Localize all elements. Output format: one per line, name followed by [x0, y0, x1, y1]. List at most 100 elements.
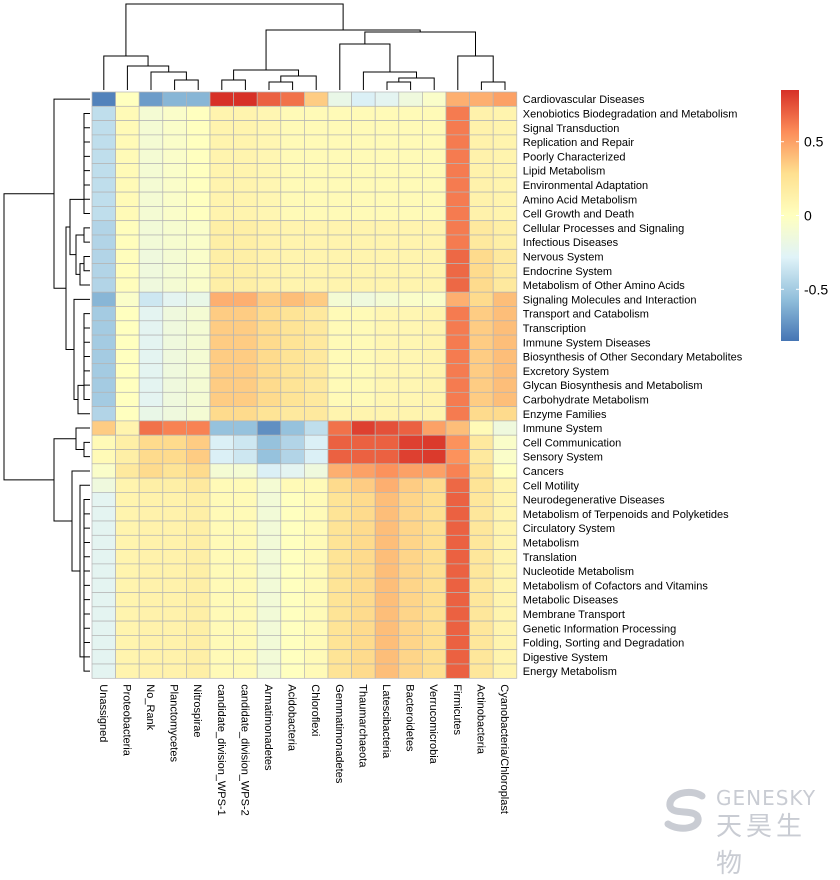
heatmap-cell [422, 506, 447, 522]
heatmap-cell [91, 534, 116, 550]
heatmap-cell [398, 506, 423, 522]
row-dendrogram-link [75, 427, 90, 450]
heatmap-cell [469, 234, 494, 250]
heatmap-cell [186, 163, 211, 179]
heatmap-cell [374, 534, 400, 550]
heatmap-cell [398, 263, 423, 279]
heatmap-cell [445, 663, 470, 679]
heatmap-cell [398, 434, 423, 450]
column-dendrogram-link [339, 43, 391, 90]
heatmap-cell [138, 363, 164, 379]
row-label: Cell Communication [523, 437, 621, 449]
heatmap-cell [186, 291, 211, 307]
heatmap-cell [374, 663, 400, 679]
heatmap-cell [398, 306, 423, 322]
heatmap-cell [233, 377, 258, 393]
heatmap-cell [327, 635, 352, 651]
heatmap-cell [256, 606, 282, 622]
heatmap-cell [351, 206, 376, 222]
heatmap-cell [445, 248, 470, 264]
heatmap-cell [209, 105, 234, 121]
heatmap-cell [492, 320, 518, 336]
heatmap-cell [186, 248, 211, 264]
heatmap-cell [209, 620, 234, 636]
heatmap-cell [186, 520, 211, 536]
heatmap-cell [138, 577, 164, 593]
heatmap-cell [351, 620, 376, 636]
row-label: Cell Motility [523, 480, 580, 492]
heatmap-cell [398, 248, 423, 264]
watermark-brand-cn: 天昊生物 [716, 812, 807, 879]
heatmap-cell [233, 234, 258, 250]
row-dendrogram-link [83, 313, 90, 329]
heatmap-cell [162, 320, 187, 336]
heatmap-cell [374, 263, 400, 279]
heatmap-cell [209, 492, 234, 508]
heatmap-cell [469, 349, 494, 365]
heatmap-cell [422, 91, 447, 107]
heatmap-cell [115, 291, 140, 307]
heatmap-cell [374, 606, 400, 622]
heatmap-cell [209, 506, 234, 522]
heatmap-cell [138, 635, 164, 651]
column-label: Firmicutes [451, 684, 463, 735]
heatmap-cell [445, 391, 470, 407]
heatmap-cell [422, 649, 447, 665]
heatmap-cell [209, 306, 234, 322]
heatmap-cell [138, 506, 164, 522]
heatmap-cell [445, 492, 470, 508]
heatmap-cell [492, 263, 518, 279]
heatmap-cell [233, 349, 258, 365]
heatmap-cell [304, 277, 329, 293]
heatmap-cell [233, 520, 258, 536]
heatmap-cell [398, 620, 423, 636]
row-label: Energy Metabolism [523, 666, 617, 678]
heatmap-cell [469, 248, 494, 264]
legend-tick-label: -0.5 [804, 281, 828, 297]
heatmap-cell [209, 206, 234, 222]
heatmap-cell [91, 406, 116, 422]
heatmap-cell [209, 635, 234, 651]
heatmap-cell [304, 606, 329, 622]
heatmap-cell [469, 406, 494, 422]
heatmap-cell [492, 306, 518, 322]
heatmap-cell [422, 306, 447, 322]
heatmap-cell [115, 148, 140, 164]
heatmap-cell [445, 506, 470, 522]
column-label: Gemmatimonadetes [333, 684, 345, 784]
heatmap-cell [492, 177, 518, 193]
heatmap-cell [422, 277, 447, 293]
heatmap-cell [351, 363, 376, 379]
heatmap-cell [115, 649, 140, 665]
heatmap-cell [445, 463, 470, 479]
heatmap-cell [162, 663, 187, 679]
heatmap-cell [233, 563, 258, 579]
heatmap-cell [492, 349, 518, 365]
heatmap-cell [351, 220, 376, 236]
heatmap-cell [492, 477, 518, 493]
heatmap-cell [351, 649, 376, 665]
heatmap-cell [469, 163, 494, 179]
heatmap-cell [469, 263, 494, 279]
heatmap-cell [256, 91, 282, 107]
column-label: Unassigned [97, 684, 109, 742]
heatmap-cell [233, 177, 258, 193]
heatmap-cell [374, 105, 400, 121]
heatmap-cell [351, 163, 376, 179]
heatmap-cell [304, 248, 329, 264]
heatmap-cell [280, 492, 305, 508]
heatmap-cell [445, 420, 470, 436]
heatmap-cell [374, 592, 400, 608]
heatmap-cell [280, 148, 305, 164]
heatmap-cell [91, 449, 116, 465]
heatmap-cell [445, 606, 470, 622]
heatmap-cell [469, 606, 494, 622]
heatmap-cell [186, 105, 211, 121]
heatmap-cell [422, 334, 447, 350]
heatmap-cell [280, 592, 305, 608]
heatmap-cell [398, 177, 423, 193]
heatmap-cell [280, 248, 305, 264]
heatmap-cell [351, 120, 376, 136]
heatmap-cell [398, 563, 423, 579]
heatmap-cell [209, 577, 234, 593]
